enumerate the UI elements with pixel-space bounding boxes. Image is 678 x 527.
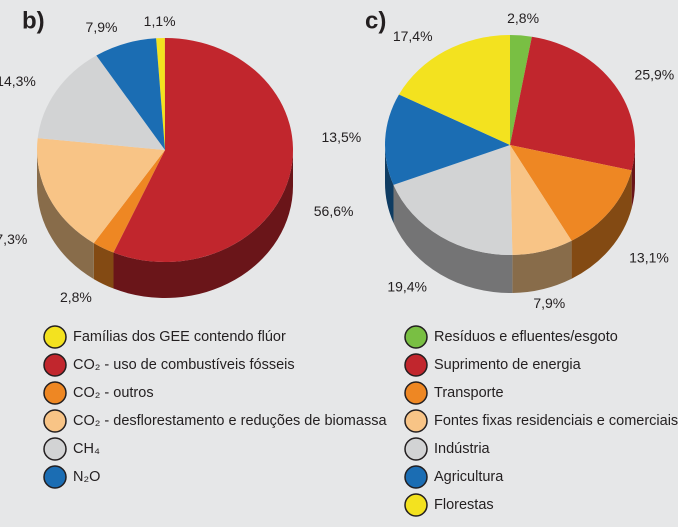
slice [36, 138, 165, 244]
legend-swatch [404, 409, 428, 433]
slice-side [37, 150, 94, 280]
legend-swatch [43, 353, 67, 377]
legend-label: N₂O [73, 469, 100, 485]
slice-side [631, 145, 635, 209]
slice [510, 36, 636, 171]
value-label: 17,4% [393, 28, 433, 44]
legend-swatch [43, 381, 67, 405]
slice [393, 145, 513, 255]
legend-swatch [43, 465, 67, 489]
slice [113, 38, 294, 262]
legend-label: CO₂ - desflorestamento e reduções de bio… [73, 413, 387, 429]
value-label: 19,4% [387, 278, 427, 294]
legend-swatch [404, 325, 428, 349]
value-label: 13,1% [629, 249, 669, 265]
slice-side [571, 170, 632, 279]
value-label: 17,3% [0, 231, 27, 247]
legend-label: Suprimento de energia [434, 357, 582, 373]
legend-swatch [43, 437, 67, 461]
legend-label: CO₂ - outros [73, 385, 154, 401]
slice [385, 94, 510, 185]
legend-label: Transporte [434, 385, 504, 401]
legend-swatch [404, 465, 428, 489]
slice [510, 145, 632, 241]
slice [156, 38, 165, 150]
slice-side [113, 150, 294, 298]
legend-label: Agricultura [434, 469, 504, 485]
panel-label: b) [22, 7, 45, 34]
legend-label: Resíduos e efluentes/esgoto [434, 329, 618, 345]
value-label: 14,3% [0, 73, 36, 89]
slice-side [512, 240, 572, 293]
value-label: 13,5% [322, 129, 362, 145]
legend-label: Famílias dos GEE contendo flúor [73, 329, 286, 345]
value-label: 25,9% [635, 67, 675, 83]
value-label: 7,9% [86, 19, 118, 35]
legend-label: Fontes fixas residenciais e comerciais [434, 413, 678, 429]
slice [398, 35, 510, 145]
legend-label: Florestas [434, 497, 494, 513]
value-label: 2,8% [60, 289, 92, 305]
value-label: 2,8% [507, 10, 539, 26]
legend-swatch [404, 381, 428, 405]
slice-side [393, 184, 513, 293]
slice [93, 150, 165, 253]
legend-swatch [404, 353, 428, 377]
slice [510, 35, 532, 145]
slice [37, 55, 165, 151]
legend-swatch [43, 409, 67, 433]
legend-swatch [43, 325, 67, 349]
slice-side [385, 145, 394, 223]
legend-label: CO₂ - uso de combustíveis fósseis [73, 357, 295, 373]
slice [96, 38, 165, 150]
value-label: 7,9% [533, 295, 565, 311]
legend-swatch [404, 493, 428, 517]
legend-swatch [404, 437, 428, 461]
panel-label: c) [365, 7, 386, 34]
slice [510, 145, 572, 255]
legend-label: CH₄ [73, 441, 100, 457]
value-label: 56,6% [314, 203, 354, 219]
slice-side [93, 243, 114, 289]
value-label: 1,1% [144, 13, 176, 29]
legend-label: Indústria [434, 441, 491, 457]
